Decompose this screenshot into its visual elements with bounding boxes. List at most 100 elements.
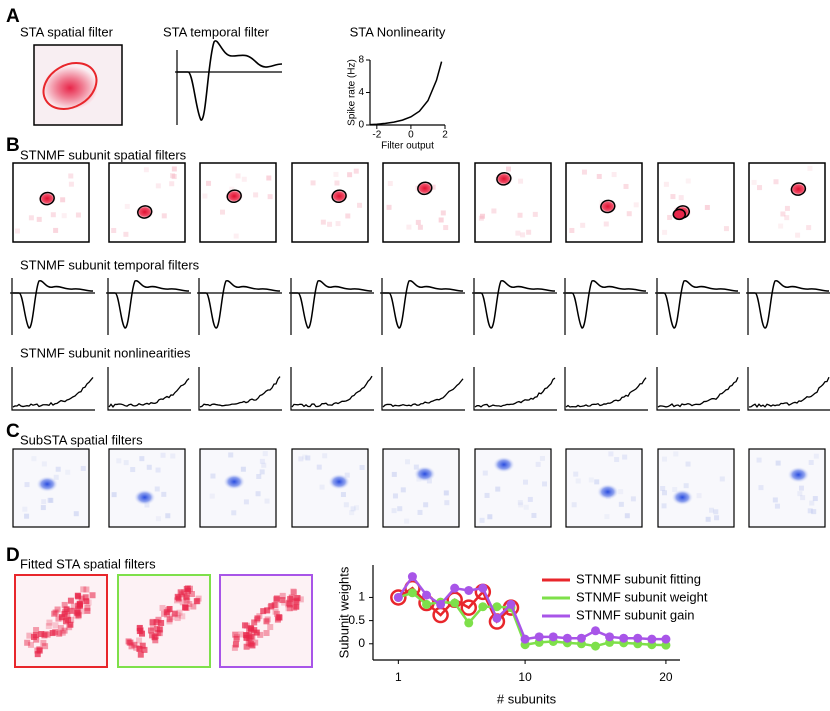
noise-pixel	[535, 461, 541, 467]
substa-blob	[36, 476, 59, 493]
noise-pixel	[350, 506, 356, 512]
temporal-filter	[109, 280, 190, 329]
fitted-pixel	[51, 610, 58, 617]
fitted-pixel	[183, 594, 190, 601]
substa-blob	[787, 466, 810, 483]
fitted-pixel	[149, 619, 156, 626]
fitted-pixel	[42, 630, 49, 637]
nonlinearity	[291, 375, 373, 408]
marker	[450, 598, 460, 608]
fitted-pixel	[159, 604, 166, 611]
y-tick-label: 8	[358, 55, 364, 66]
noise-pixel	[60, 197, 66, 203]
noise-pixel	[334, 180, 340, 186]
noise-pixel	[255, 491, 261, 497]
panel-label: B	[6, 135, 20, 156]
noise-pixel	[266, 175, 272, 181]
noise-pixel	[353, 168, 359, 174]
noise-pixel	[527, 496, 533, 502]
fitted-image	[14, 574, 108, 668]
noise-pixel	[423, 502, 429, 508]
noise-pixel	[262, 451, 268, 457]
noise-pixel	[253, 192, 259, 198]
noise-pixel	[526, 229, 532, 235]
subunit-image	[291, 162, 369, 243]
noise-pixel	[811, 509, 817, 515]
sta-blob	[42, 66, 98, 110]
fitted-pixel	[139, 642, 146, 649]
noise-pixel	[264, 498, 270, 504]
noise-pixel	[50, 212, 56, 218]
fitted-pixel	[44, 631, 51, 638]
noise-pixel	[171, 174, 177, 180]
marker	[407, 572, 417, 582]
fitted-pixel	[34, 651, 41, 658]
substa-blob	[328, 473, 351, 490]
noise-pixel	[36, 216, 42, 222]
noise-pixel	[413, 464, 419, 470]
noise-pixel	[261, 462, 267, 468]
fitted-pixel	[33, 627, 40, 634]
fitted-pixel	[30, 634, 37, 641]
noise-pixel	[523, 504, 529, 510]
noise-pixel	[61, 213, 67, 219]
fitted-pixel	[183, 597, 190, 604]
substa-image	[657, 448, 735, 528]
noise-pixel	[219, 209, 225, 215]
noise-pixel	[155, 467, 161, 473]
noise-pixel	[444, 500, 450, 506]
noise-pixel	[624, 513, 630, 519]
noise-pixel	[575, 478, 581, 484]
noise-pixel	[604, 514, 610, 520]
noise-pixel	[678, 195, 684, 201]
fitted-pixel	[247, 640, 254, 647]
panel-title: STA temporal filter	[163, 24, 270, 39]
fitted-pixel	[285, 605, 292, 612]
noise-pixel	[267, 194, 273, 200]
noise-pixel	[683, 483, 689, 489]
noise-pixel	[417, 509, 423, 515]
fitted-pixel	[52, 622, 59, 629]
noise-pixel	[31, 456, 37, 462]
fitted-pixel	[128, 643, 135, 650]
noise-pixel	[124, 203, 130, 209]
noise-pixel	[630, 496, 636, 502]
substa-image	[108, 448, 186, 528]
nonlinearity	[657, 377, 739, 408]
noise-pixel	[161, 213, 167, 219]
fitted-pixel	[238, 631, 245, 638]
fitted-pixel	[46, 619, 53, 626]
noise-pixel	[719, 476, 725, 482]
fitted-pixel	[42, 643, 49, 650]
noise-pixel	[618, 489, 624, 495]
axis	[473, 367, 557, 411]
noise-pixel	[210, 473, 216, 479]
substa-image	[291, 448, 369, 528]
noise-pixel	[53, 227, 59, 233]
fitted-pixel	[89, 592, 96, 599]
noise-pixel	[532, 211, 538, 217]
x-axis-label: Filter output	[381, 141, 434, 152]
noise-pixel	[24, 482, 30, 488]
x-tick-label: 1	[395, 670, 402, 684]
noise-pixel	[335, 221, 341, 227]
noise-pixel	[714, 515, 720, 521]
fitted-pixel	[179, 613, 186, 620]
noise-pixel	[40, 505, 46, 511]
fitted-pixel	[83, 598, 90, 605]
fitted-pixel	[260, 608, 267, 615]
fitted-pixel	[78, 595, 85, 602]
noise-pixel	[778, 223, 784, 229]
fitted-pixel	[232, 631, 239, 638]
noise-pixel	[130, 467, 136, 473]
marker	[576, 633, 586, 643]
subunit-image	[382, 162, 460, 243]
marker	[436, 599, 446, 609]
fitted-pixel	[136, 624, 143, 631]
fitted-pixel	[59, 629, 66, 636]
noise-pixel	[228, 452, 234, 458]
noise-pixel	[15, 228, 21, 234]
fitted-pixel	[67, 607, 74, 614]
marker	[619, 633, 629, 643]
noise-pixel	[673, 451, 679, 457]
